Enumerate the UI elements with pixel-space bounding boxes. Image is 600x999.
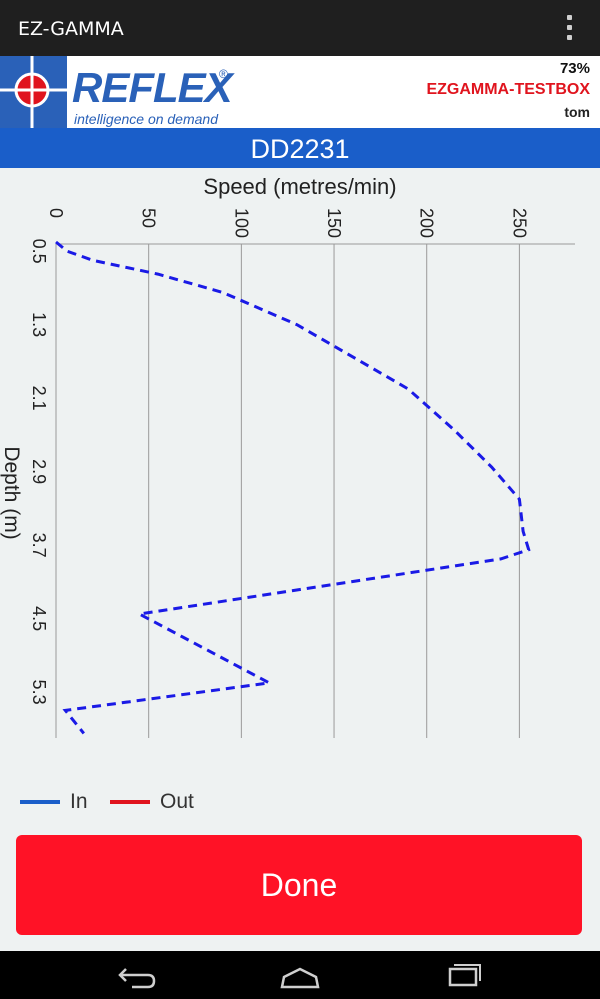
user-name: tom <box>564 104 590 120</box>
legend-swatch-out <box>110 800 150 804</box>
recents-icon[interactable] <box>434 959 494 993</box>
done-button[interactable]: Done <box>16 835 582 935</box>
legend-swatch-in <box>20 800 60 804</box>
y-tick-label: 4.5 <box>29 606 49 631</box>
y-tick-label: 5.3 <box>29 680 49 705</box>
y-tick-label: 2.9 <box>29 459 49 484</box>
speed-depth-chart: Speed (metres/min) 0 50 100 150 200 250 0.5 1.3 2… <box>0 168 600 778</box>
registered-mark: ® <box>219 67 228 81</box>
device-name: EZGAMMA-TESTBOX <box>426 81 590 98</box>
y-tick-label: 3.7 <box>29 533 49 558</box>
home-icon[interactable] <box>270 959 330 993</box>
app-title-bar: EZ-GAMMA <box>0 0 600 56</box>
y-axis-title: Depth (m) <box>0 446 23 539</box>
x-axis-title: Speed (metres/min) <box>203 174 396 199</box>
logo-wordmark: REFLEX <box>72 64 233 111</box>
legend-label-out: Out <box>160 790 194 813</box>
hole-id: DD2231 <box>250 134 350 164</box>
y-tick-label: 0.5 <box>29 239 49 264</box>
x-tick-label: 100 <box>231 208 251 238</box>
crosshair-logo-icon <box>0 56 67 128</box>
back-icon[interactable] <box>108 959 168 993</box>
legend-label-in: In <box>70 790 88 813</box>
x-tick-label: 250 <box>509 208 529 238</box>
y-tick-label: 1.3 <box>29 312 49 337</box>
brand-header: REFLEX ® intelligence on demand 73% EZGA… <box>0 56 600 128</box>
x-tick-label: 50 <box>139 208 159 228</box>
overflow-menu-icon[interactable] <box>558 13 582 43</box>
app-title: EZ-GAMMA <box>18 18 124 40</box>
y-tick-label: 2.1 <box>29 386 49 411</box>
x-tick-label: 150 <box>324 208 344 238</box>
x-tick-label: 0 <box>46 208 66 218</box>
system-nav-bar <box>0 951 600 999</box>
battery-level: 73% <box>559 60 590 77</box>
reflex-logo: REFLEX ® intelligence on demand <box>0 56 240 128</box>
hole-id-bar: DD2231 <box>0 128 600 168</box>
device-info: 73% EZGAMMA-TESTBOX tom <box>426 60 590 120</box>
logo-tagline: intelligence on demand <box>74 111 218 127</box>
series-line-in <box>55 240 531 735</box>
x-tick-label: 200 <box>417 208 437 238</box>
chart-svg: Speed (metres/min) 0 50 100 150 200 250 0.5 1.3 2… <box>0 174 575 738</box>
